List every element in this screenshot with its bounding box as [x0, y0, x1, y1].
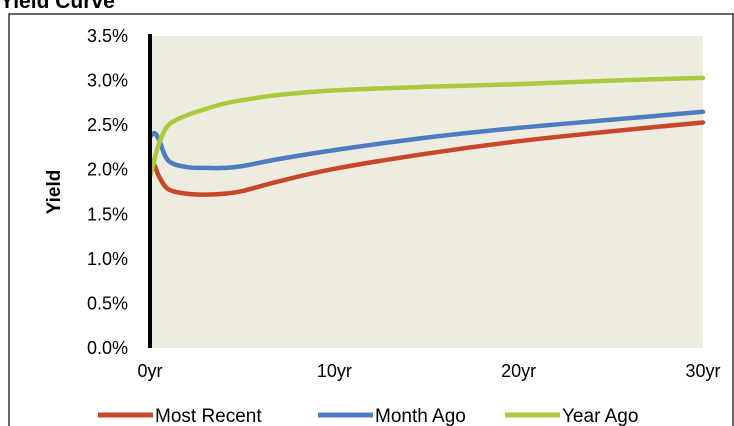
legend-label-most-recent: Most Recent [155, 406, 262, 426]
y-tick-label: 1.5% [87, 204, 128, 224]
x-tick-label: 0yr [137, 361, 162, 381]
y-axis-ticks: 0.0% 0.5% 1.0% 1.5% 2.0% 2.5% 3.0% 3.5% [87, 26, 128, 358]
series-line-most-recent [147, 120, 706, 197]
x-tick-label: 30yr [685, 361, 720, 381]
chart-title: Yield Curve [0, 0, 115, 13]
series-line-year-ago [147, 75, 706, 180]
y-tick-label: 2.5% [87, 115, 128, 135]
y-tick-label: 3.0% [87, 71, 128, 91]
y-tick-label: 2.0% [87, 160, 128, 180]
legend-label-year-ago: Year Ago [562, 406, 638, 426]
series-line-month-ago [147, 109, 706, 171]
x-axis-ticks: 0yr 10yr 20yr 30yr [137, 361, 720, 381]
legend-label-month-ago: Month Ago [375, 406, 466, 426]
y-tick-label: 0.0% [87, 338, 128, 358]
legend: Most Recent Month Ago Year Ago [98, 406, 638, 426]
y-axis-label: Yield [44, 170, 65, 215]
x-tick-label: 20yr [501, 361, 536, 381]
x-tick-label: 10yr [317, 361, 352, 381]
y-tick-label: 1.0% [87, 249, 128, 269]
y-tick-label: 0.5% [87, 293, 128, 313]
y-tick-label: 3.5% [87, 26, 128, 46]
chart-frame [8, 13, 734, 426]
series-lines [147, 75, 706, 197]
